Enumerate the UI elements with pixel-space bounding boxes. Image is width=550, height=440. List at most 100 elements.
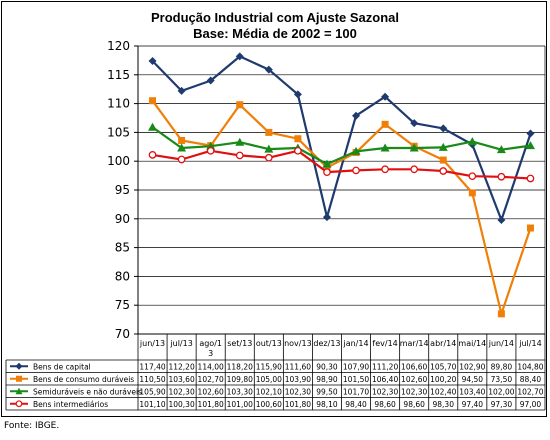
data-label: 106,60 — [401, 362, 427, 371]
data-point — [235, 137, 245, 146]
x-tick-label: nov/13 — [284, 339, 312, 348]
series-lines — [148, 52, 535, 318]
data-label: 102,00 — [488, 387, 514, 396]
data-point — [525, 141, 535, 150]
data-point — [265, 128, 273, 136]
chart-subtitle: Base: Média de 2002 = 100 — [193, 26, 357, 41]
data-point — [177, 155, 186, 164]
data-point — [410, 165, 419, 174]
data-point — [178, 136, 186, 144]
series-name: Bens intermediários — [33, 400, 108, 409]
plot-area — [137, 46, 546, 334]
data-label: 111,20 — [372, 362, 398, 371]
x-tick-label: dez/13 — [313, 339, 340, 348]
x-tick-label: set/13 — [227, 339, 252, 348]
data-label: 105,90 — [139, 387, 165, 396]
data-point — [381, 92, 390, 101]
data-label: 112,20 — [168, 362, 194, 371]
data-label: 100,60 — [256, 400, 282, 409]
y-tick-label: 120 — [107, 39, 130, 53]
data-point — [206, 76, 215, 85]
data-point — [352, 111, 361, 120]
data-point — [177, 86, 186, 95]
line-chart: 70 75 80 85 90 95 100 105 110 115 120 jun/13 jul/13… — [5, 39, 546, 411]
series-line — [151, 100, 532, 315]
data-point — [496, 145, 506, 154]
data-point — [351, 146, 361, 155]
data-label: 102,30 — [401, 387, 427, 396]
legend-key-marker — [15, 387, 23, 395]
y-tick-label: 105 — [107, 125, 130, 139]
data-point — [206, 146, 215, 155]
series-line — [151, 126, 531, 166]
chart-title-block: Produção Industrial com Ajuste Sazonal B… — [0, 10, 550, 42]
data-label: 102,30 — [372, 387, 398, 396]
data-point — [467, 137, 477, 146]
data-point — [497, 310, 505, 318]
data-point — [293, 90, 302, 99]
data-label: 114,00 — [198, 362, 224, 371]
data-label: 103,40 — [459, 387, 485, 396]
data-point — [439, 124, 448, 133]
data-label: 118,20 — [227, 362, 253, 371]
data-label: 107,90 — [343, 362, 369, 371]
chart-title: Produção Industrial com Ajuste Sazonal — [150, 10, 399, 25]
data-label: 101,10 — [139, 400, 165, 409]
data-point — [410, 119, 419, 128]
data-label: 102,10 — [256, 387, 282, 396]
data-label: 103,90 — [285, 375, 311, 384]
gridlines — [138, 45, 545, 335]
chart-frame — [1, 1, 547, 417]
x-tick-label: jul/14 — [518, 339, 541, 348]
series-name: Bens de consumo duráveis — [33, 375, 134, 384]
data-point — [409, 143, 419, 152]
data-label: 98,30 — [433, 400, 455, 409]
data-label: 117,40 — [139, 362, 165, 371]
data-label: 98,90 — [316, 375, 338, 384]
x-tick-label: out/13 — [256, 339, 282, 348]
data-label: 98,40 — [345, 400, 367, 409]
y-tick-label: 100 — [107, 154, 130, 168]
data-label: 102,70 — [198, 375, 224, 384]
data-label: 101,80 — [285, 400, 311, 409]
x-tick-label: jul/13 — [169, 339, 192, 348]
data-label: 97,00 — [520, 400, 542, 409]
y-tick-label: 110 — [107, 97, 130, 111]
data-point — [439, 167, 448, 175]
data-point — [381, 120, 389, 128]
data-label: 98,60 — [403, 400, 425, 409]
data-label: 101,00 — [227, 400, 253, 409]
data-label: 103,30 — [227, 387, 253, 396]
y-tick-label: 85 — [115, 241, 130, 255]
data-point — [526, 174, 535, 183]
data-label: 100,20 — [430, 375, 456, 384]
y-tick-label: 90 — [115, 212, 130, 226]
data-label: 106,40 — [372, 375, 398, 384]
data-label: 109,80 — [227, 375, 253, 384]
data-label: 97,40 — [462, 400, 484, 409]
data-label: 99,50 — [316, 387, 338, 396]
y-tick-label: 75 — [115, 298, 130, 312]
x-tick-label: abr/14 — [430, 339, 456, 348]
y-axis: 70 75 80 85 90 95 100 105 110 115 120 — [107, 39, 138, 341]
data-label: 89,80 — [491, 362, 513, 371]
x-tick-label: jun/14 — [488, 339, 514, 348]
data-point — [148, 56, 157, 65]
series-name: Semiduráveis e não duráveis — [33, 387, 142, 396]
data-label: 102,30 — [168, 387, 194, 396]
data-point — [381, 165, 389, 174]
data-label: 88,40 — [520, 375, 542, 384]
data-label: 73,50 — [491, 375, 513, 384]
data-point — [148, 122, 158, 131]
data-point — [526, 129, 535, 138]
data-point — [322, 213, 331, 222]
data-point — [468, 189, 476, 197]
data-point — [468, 172, 477, 181]
data-point — [235, 151, 244, 160]
data-label: 102,40 — [430, 387, 456, 396]
data-point — [322, 159, 332, 168]
data-label: 94,50 — [462, 375, 484, 384]
data-point — [497, 172, 506, 181]
legend-key-marker — [16, 375, 22, 382]
data-point — [148, 151, 157, 159]
